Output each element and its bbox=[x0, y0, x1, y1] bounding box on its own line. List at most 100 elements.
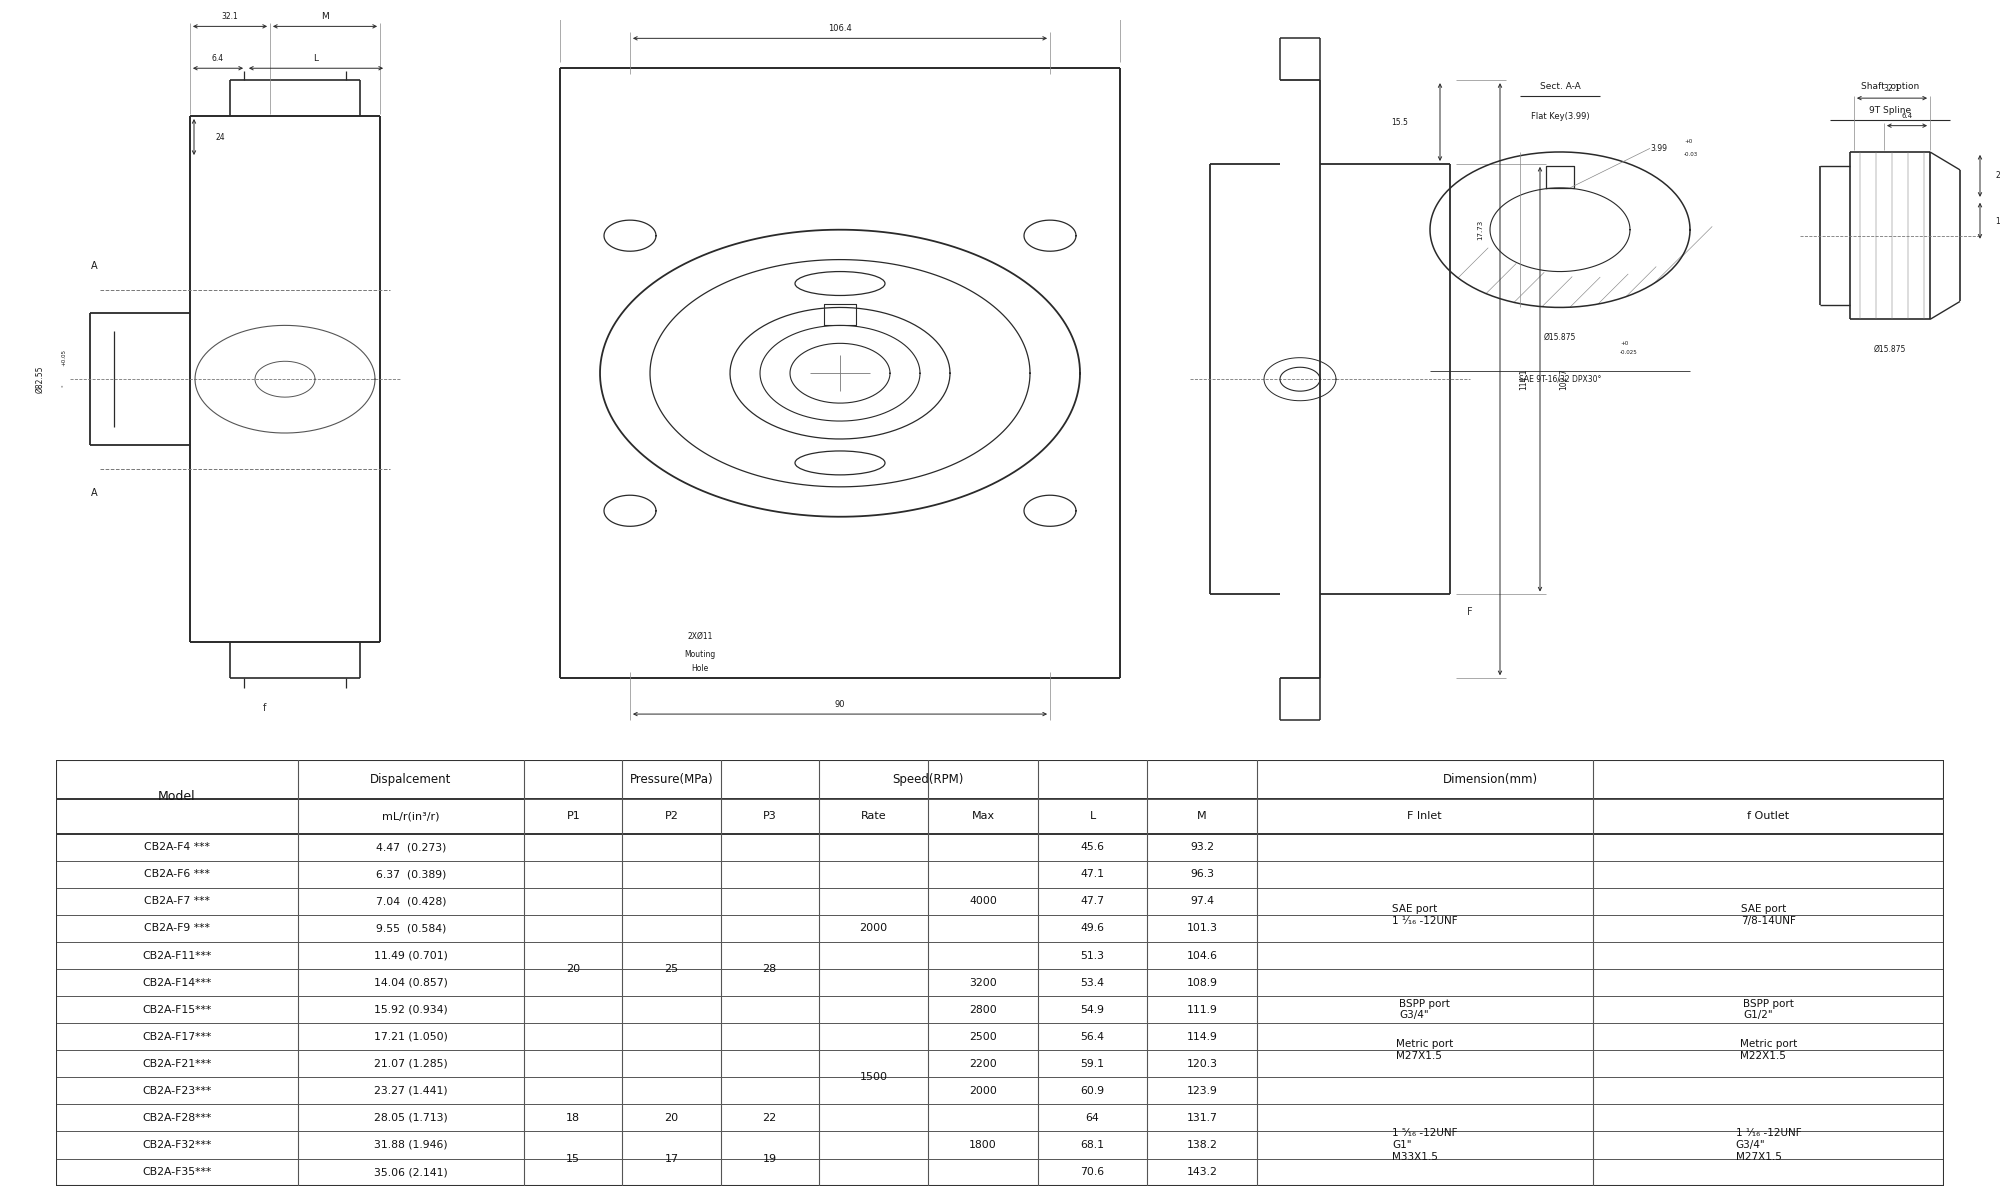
Text: P1: P1 bbox=[566, 811, 580, 821]
Text: 68.1: 68.1 bbox=[1080, 1140, 1104, 1150]
Text: CB2A-F4 ***: CB2A-F4 *** bbox=[144, 842, 210, 852]
Text: 15.92 (0.934): 15.92 (0.934) bbox=[374, 1004, 448, 1015]
Text: Metric port
M27X1.5: Metric port M27X1.5 bbox=[1396, 1039, 1454, 1061]
Text: 32.1: 32.1 bbox=[222, 12, 238, 22]
Text: 3200: 3200 bbox=[970, 978, 996, 988]
Text: +0.05: +0.05 bbox=[62, 349, 66, 366]
Text: 15.5: 15.5 bbox=[1392, 118, 1408, 126]
Text: 64: 64 bbox=[1086, 1112, 1100, 1123]
Text: 2200: 2200 bbox=[970, 1058, 996, 1069]
Text: 131.7: 131.7 bbox=[1186, 1112, 1218, 1123]
Text: 15: 15 bbox=[566, 1153, 580, 1164]
Text: 4.47  (0.273): 4.47 (0.273) bbox=[376, 842, 446, 852]
Text: CB2A-F14***: CB2A-F14*** bbox=[142, 978, 212, 988]
Text: 4000: 4000 bbox=[970, 896, 996, 906]
Text: 51.3: 51.3 bbox=[1080, 950, 1104, 960]
Text: 97.4: 97.4 bbox=[1190, 896, 1214, 906]
Text: 7.04  (0.428): 7.04 (0.428) bbox=[376, 896, 446, 906]
Text: Model: Model bbox=[158, 790, 196, 803]
Text: 9T Spline: 9T Spline bbox=[1868, 106, 1912, 114]
Text: 108.9: 108.9 bbox=[1186, 978, 1218, 988]
Text: 111.9: 111.9 bbox=[1186, 1004, 1218, 1015]
Text: 28.05 (1.713): 28.05 (1.713) bbox=[374, 1112, 448, 1123]
Text: M: M bbox=[1198, 811, 1206, 821]
Text: 32.1: 32.1 bbox=[1884, 84, 1900, 94]
Text: 25: 25 bbox=[664, 964, 678, 974]
Text: CB2A-F17***: CB2A-F17*** bbox=[142, 1032, 212, 1042]
Text: 14.04 (0.857): 14.04 (0.857) bbox=[374, 978, 448, 988]
Text: 104.6: 104.6 bbox=[1186, 950, 1218, 960]
Text: 18: 18 bbox=[566, 1112, 580, 1123]
Text: 49.6: 49.6 bbox=[1080, 924, 1104, 934]
Text: 20: 20 bbox=[664, 1112, 678, 1123]
Text: +0: +0 bbox=[1620, 341, 1628, 346]
Text: 3.99: 3.99 bbox=[1650, 144, 1668, 152]
Text: Shaft  option: Shaft option bbox=[1860, 82, 1920, 91]
Text: SAE port
1 ¹⁄₁₆ -12UNF: SAE port 1 ¹⁄₁₆ -12UNF bbox=[1392, 904, 1458, 925]
Text: 2800: 2800 bbox=[970, 1004, 996, 1015]
Text: -0.03: -0.03 bbox=[1684, 152, 1698, 157]
Text: 114.1: 114.1 bbox=[1520, 368, 1528, 390]
Text: 60.9: 60.9 bbox=[1080, 1086, 1104, 1096]
Text: CB2A-F32***: CB2A-F32*** bbox=[142, 1140, 212, 1150]
Text: BSPP port
G3/4": BSPP port G3/4" bbox=[1400, 998, 1450, 1020]
Text: Pressure(MPa): Pressure(MPa) bbox=[630, 773, 714, 786]
Text: 2500: 2500 bbox=[970, 1032, 996, 1042]
Text: 47.7: 47.7 bbox=[1080, 896, 1104, 906]
Text: 1 ¹⁄₁₆ -12UNF
G3/4"
M27X1.5: 1 ¹⁄₁₆ -12UNF G3/4" M27X1.5 bbox=[1736, 1128, 1802, 1162]
Text: SAE port
7/8-14UNF: SAE port 7/8-14UNF bbox=[1740, 904, 1796, 925]
Text: 90: 90 bbox=[834, 700, 846, 709]
Text: 22: 22 bbox=[762, 1112, 776, 1123]
Text: M: M bbox=[322, 12, 328, 22]
Text: -0.025: -0.025 bbox=[1620, 350, 1638, 355]
Text: 17.73: 17.73 bbox=[1476, 220, 1484, 240]
Text: Ø82.55: Ø82.55 bbox=[36, 366, 44, 392]
Text: 123.9: 123.9 bbox=[1186, 1086, 1218, 1096]
Text: 1800: 1800 bbox=[970, 1140, 996, 1150]
Text: 6.4: 6.4 bbox=[212, 54, 224, 64]
Text: 24: 24 bbox=[216, 133, 224, 142]
Text: L: L bbox=[1090, 811, 1096, 821]
Text: Metric port
M22X1.5: Metric port M22X1.5 bbox=[1740, 1039, 1798, 1061]
Text: 120.3: 120.3 bbox=[1186, 1058, 1218, 1069]
Text: CB2A-F7 ***: CB2A-F7 *** bbox=[144, 896, 210, 906]
Text: 54.9: 54.9 bbox=[1080, 1004, 1104, 1015]
Text: 9.55  (0.584): 9.55 (0.584) bbox=[376, 924, 446, 934]
Text: 93.2: 93.2 bbox=[1190, 842, 1214, 852]
Text: 101.3: 101.3 bbox=[1186, 924, 1218, 934]
Text: 2000: 2000 bbox=[860, 924, 888, 934]
Text: F: F bbox=[1468, 607, 1472, 618]
Text: Dimension(mm): Dimension(mm) bbox=[1444, 773, 1538, 786]
Text: 56.4: 56.4 bbox=[1080, 1032, 1104, 1042]
Text: f: f bbox=[264, 703, 266, 713]
Text: 35.06 (2.141): 35.06 (2.141) bbox=[374, 1168, 448, 1177]
Text: 17: 17 bbox=[1996, 217, 2000, 226]
Text: 20: 20 bbox=[566, 964, 580, 974]
Text: 96.3: 96.3 bbox=[1190, 869, 1214, 880]
Text: Speed(RPM): Speed(RPM) bbox=[892, 773, 964, 786]
Text: CB2A-F28***: CB2A-F28*** bbox=[142, 1112, 212, 1123]
Text: 138.2: 138.2 bbox=[1186, 1140, 1218, 1150]
Text: 6.4: 6.4 bbox=[1902, 113, 1912, 119]
Text: +0: +0 bbox=[1684, 139, 1692, 144]
Text: 70.6: 70.6 bbox=[1080, 1168, 1104, 1177]
Text: L: L bbox=[314, 54, 318, 64]
Text: Sect. A-A: Sect. A-A bbox=[1540, 82, 1580, 91]
Text: Ø15.875: Ø15.875 bbox=[1874, 344, 1906, 354]
Text: 1500: 1500 bbox=[860, 1073, 888, 1082]
Text: CB2A-F9 ***: CB2A-F9 *** bbox=[144, 924, 210, 934]
Text: 102.7: 102.7 bbox=[1560, 368, 1568, 390]
Text: 106.4: 106.4 bbox=[828, 24, 852, 34]
Text: 1 ⁵⁄₁₆ -12UNF
G1"
M33X1.5: 1 ⁵⁄₁₆ -12UNF G1" M33X1.5 bbox=[1392, 1128, 1458, 1162]
Text: 45.6: 45.6 bbox=[1080, 842, 1104, 852]
Text: P2: P2 bbox=[664, 811, 678, 821]
Text: P3: P3 bbox=[762, 811, 776, 821]
Text: F Inlet: F Inlet bbox=[1408, 811, 1442, 821]
Text: Mouting: Mouting bbox=[684, 649, 716, 659]
Text: 47.1: 47.1 bbox=[1080, 869, 1104, 880]
Text: 31.88 (1.946): 31.88 (1.946) bbox=[374, 1140, 448, 1150]
Text: SAE 9T-16/32 DPX30°: SAE 9T-16/32 DPX30° bbox=[1518, 374, 1602, 384]
Text: Hole: Hole bbox=[692, 664, 708, 673]
Text: 11.49 (0.701): 11.49 (0.701) bbox=[374, 950, 448, 960]
Text: CB2A-F23***: CB2A-F23*** bbox=[142, 1086, 212, 1096]
